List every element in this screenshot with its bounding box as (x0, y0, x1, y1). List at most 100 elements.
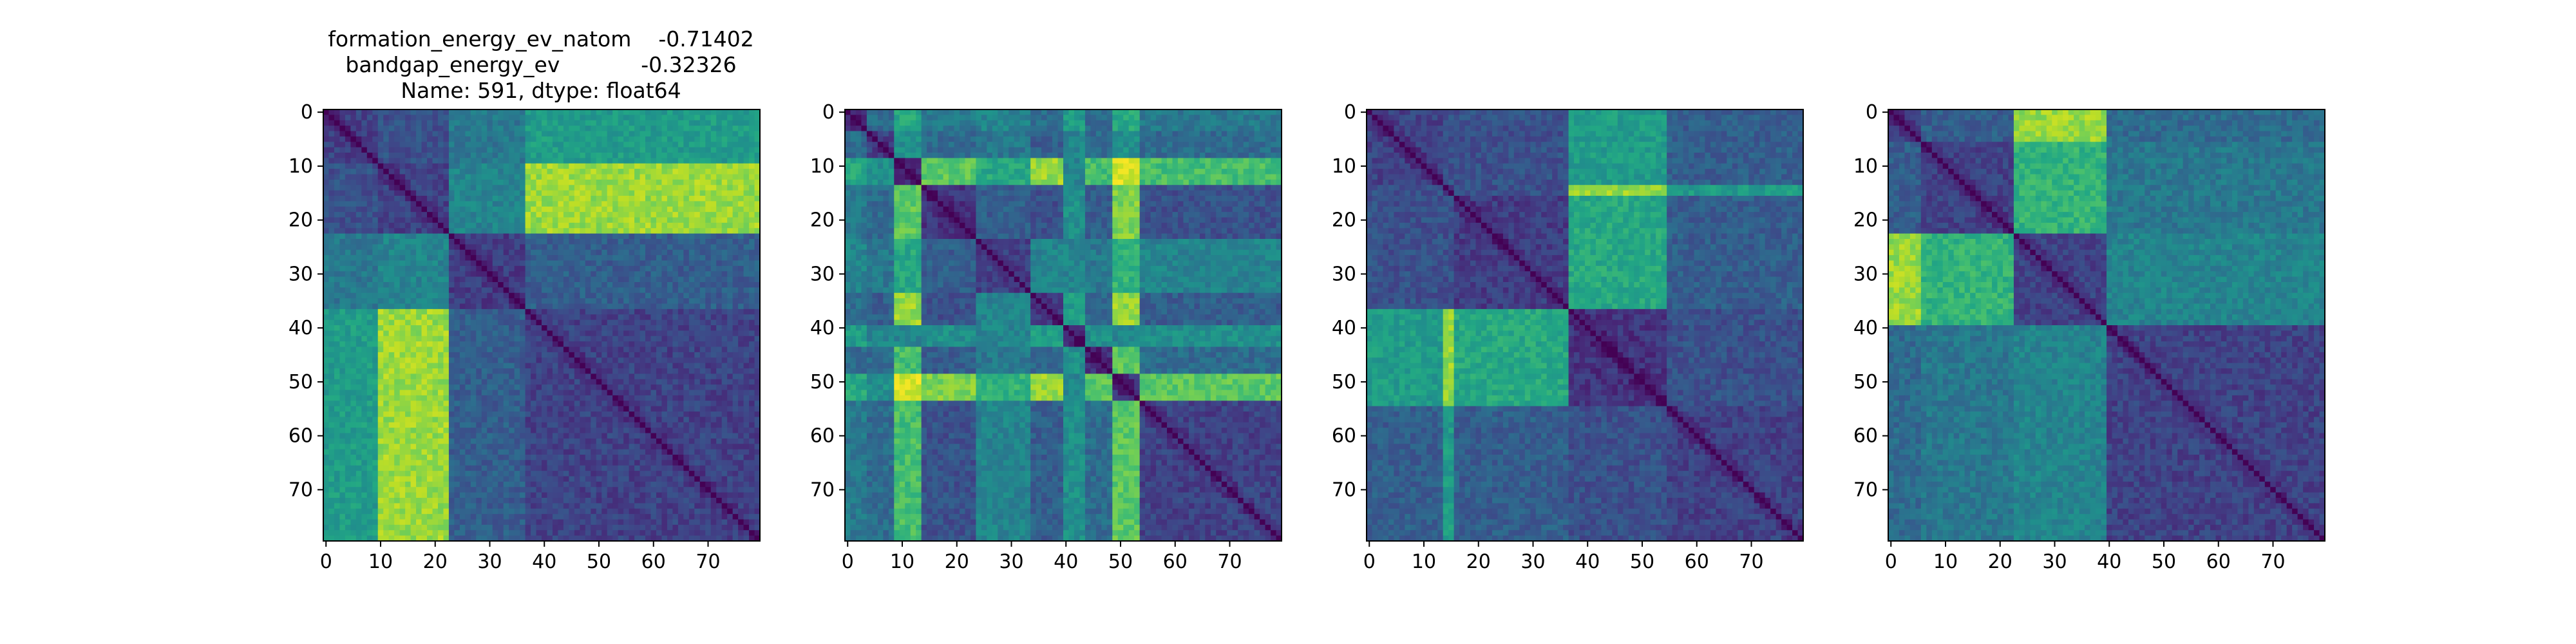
heatmap-cell (618, 422, 624, 428)
heatmap-cell (394, 374, 400, 379)
heatmap-cell (656, 228, 662, 234)
heatmap-cell (711, 158, 717, 164)
heatmap-cell (350, 158, 356, 164)
heatmap-cell (536, 153, 542, 158)
heatmap-cell (645, 147, 651, 153)
heatmap-cell (504, 336, 509, 342)
heatmap-cell (476, 228, 482, 234)
heatmap-cell (383, 266, 389, 272)
heatmap-cell (716, 244, 722, 250)
heatmap-cell (378, 330, 384, 336)
heatmap-cell (536, 164, 542, 169)
heatmap-cell (400, 180, 406, 185)
heatmap-cell (471, 137, 477, 142)
heatmap-cell (547, 406, 553, 412)
heatmap-cell (350, 147, 356, 153)
heatmap-cell (591, 298, 596, 304)
heatmap-cell (722, 201, 728, 207)
heatmap-cell (443, 218, 449, 223)
heatmap-cell (400, 347, 406, 353)
heatmap-cell (509, 261, 515, 267)
heatmap-cell (476, 261, 482, 267)
heatmap-cell (361, 153, 367, 158)
heatmap-cell (558, 158, 564, 164)
heatmap-cell (378, 239, 384, 245)
heatmap-cell (634, 406, 640, 412)
heatmap-cell (504, 180, 509, 185)
heatmap-cell (498, 325, 504, 331)
heatmap-cell (542, 201, 547, 207)
heatmap-cell (350, 309, 356, 315)
heatmap-cell (487, 412, 493, 417)
heatmap-cell (361, 250, 367, 256)
heatmap-cell (372, 120, 378, 126)
heatmap-cell (661, 147, 667, 153)
heatmap-cell (634, 401, 640, 406)
heatmap-cell (482, 239, 488, 245)
heatmap-cell (601, 185, 607, 191)
heatmap-cell (722, 401, 728, 406)
heatmap-cell (661, 153, 667, 158)
heatmap-cell (427, 282, 433, 288)
heatmap-cell (334, 255, 340, 261)
heatmap-cell (411, 428, 417, 433)
heatmap-cell (356, 401, 362, 406)
heatmap-cell (400, 147, 406, 153)
heatmap-cell (454, 244, 460, 250)
heatmap-cell (498, 357, 504, 363)
heatmap-cell (356, 314, 362, 320)
heatmap-cell (394, 282, 400, 288)
heatmap-cell (520, 417, 526, 422)
heatmap-cell (509, 234, 515, 240)
heatmap-cell (400, 336, 406, 342)
heatmap-cell (476, 142, 482, 147)
heatmap-cell (591, 201, 596, 207)
heatmap-cell (460, 357, 466, 363)
heatmap-cell (553, 228, 558, 234)
heatmap-cell (465, 244, 471, 250)
heatmap-cell (596, 234, 602, 240)
heatmap-cell (405, 417, 411, 422)
heatmap-cell (558, 384, 564, 390)
heatmap-cell (553, 439, 558, 444)
heatmap-cell (383, 406, 389, 412)
heatmap-cell (629, 196, 635, 202)
heatmap-cell (591, 266, 596, 272)
heatmap-cell (716, 309, 722, 315)
heatmap-cell (618, 147, 624, 153)
heatmap-cell (345, 320, 351, 326)
heatmap-cell (569, 175, 574, 180)
heatmap-cell (504, 218, 509, 223)
heatmap-cell (509, 357, 515, 363)
heatmap-cell (536, 239, 542, 245)
heatmap-cell (531, 277, 536, 283)
heatmap-cell (672, 336, 678, 342)
heatmap-cell (569, 374, 574, 379)
heatmap-cell (645, 131, 651, 137)
heatmap-cell (558, 153, 564, 158)
heatmap-cell (460, 336, 466, 342)
heatmap-cell (515, 196, 520, 202)
heatmap-cell (515, 379, 520, 385)
heatmap-cell (487, 293, 493, 299)
heatmap-cell (700, 309, 706, 315)
heatmap-cell (378, 115, 384, 120)
heatmap-cell (694, 379, 700, 385)
heatmap-cell (711, 417, 717, 422)
heatmap-cell (493, 433, 498, 439)
heatmap-cell (443, 244, 449, 250)
heatmap-cell (350, 164, 356, 169)
heatmap-cell (531, 153, 536, 158)
heatmap-cell (531, 239, 536, 245)
heatmap-cell (738, 309, 744, 315)
heatmap-cell (394, 298, 400, 304)
heatmap-cell (433, 261, 439, 267)
heatmap-cell (389, 293, 395, 299)
heatmap-cell (585, 180, 591, 185)
heatmap-cell (493, 164, 498, 169)
heatmap-cell (749, 428, 755, 433)
heatmap-cell (580, 439, 585, 444)
heatmap-cell (623, 115, 629, 120)
heatmap-cell (651, 374, 657, 379)
heatmap-cell (558, 330, 564, 336)
